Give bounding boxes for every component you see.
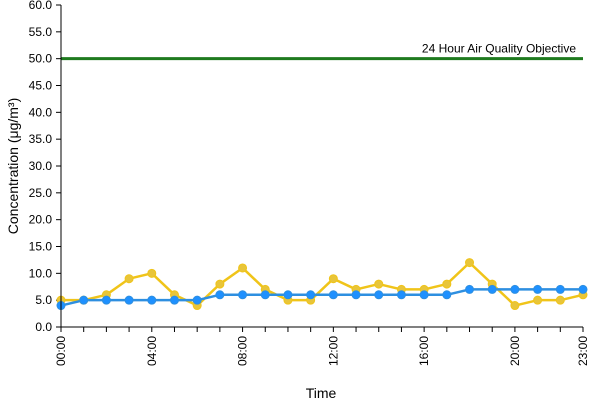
series-1-point <box>215 279 225 289</box>
y-tick-label: 55.0 <box>29 25 53 39</box>
series-1-point <box>510 301 520 311</box>
series-2-point <box>533 284 543 294</box>
series-2-point <box>101 295 111 305</box>
x-axis-ticks: 00:00 04:00 08:00 12:00 16:00 20:00 23:00 <box>54 327 590 366</box>
series-2-point <box>124 295 134 305</box>
x-tick-label: 23:00 <box>576 336 590 366</box>
series-2-point <box>465 284 475 294</box>
series-2-point <box>283 290 293 300</box>
series-2-point <box>260 290 270 300</box>
reference-line-label: 24 Hour Air Quality Objective <box>422 42 576 56</box>
series-2-point <box>396 290 406 300</box>
series-1-point <box>442 279 452 289</box>
series-1-point <box>465 258 475 268</box>
series-group <box>56 258 588 311</box>
y-tick-label: 50.0 <box>29 52 53 66</box>
y-tick-label: 0.0 <box>35 320 52 334</box>
series-2-point <box>487 284 497 294</box>
y-tick-label: 5.0 <box>35 293 52 307</box>
series-2-point <box>306 290 316 300</box>
series-1-point <box>124 274 134 284</box>
series-1-point <box>533 295 543 305</box>
series-1-point <box>374 279 384 289</box>
x-tick-label: 00:00 <box>54 336 68 366</box>
x-tick-label: 20:00 <box>508 336 522 366</box>
series-2-point <box>374 290 384 300</box>
series-1-point <box>238 263 248 273</box>
x-tick-label: 16:00 <box>417 336 431 366</box>
y-tick-label: 60.0 <box>29 0 53 12</box>
series-1-point <box>328 274 338 284</box>
series-1-point <box>555 295 565 305</box>
y-tick-label: 40.0 <box>29 105 53 119</box>
series-1-point <box>147 268 157 278</box>
y-tick-label: 30.0 <box>29 159 53 173</box>
x-axis-title: Time <box>306 385 337 400</box>
y-tick-label: 25.0 <box>29 186 53 200</box>
series-2-point <box>215 290 225 300</box>
series-2-point <box>510 284 520 294</box>
y-tick-label: 10.0 <box>29 266 53 280</box>
series-2-point <box>169 295 179 305</box>
y-axis-title: Concentration (μg/m³) <box>5 98 21 234</box>
series-2-point <box>419 290 429 300</box>
x-tick-label: 08:00 <box>236 336 250 366</box>
series-2-point <box>147 295 157 305</box>
y-tick-label: 35.0 <box>29 132 53 146</box>
series-2-point <box>192 295 202 305</box>
series-2-point <box>79 295 89 305</box>
series-2-point <box>442 290 452 300</box>
y-tick-label: 20.0 <box>29 213 53 227</box>
y-axis-ticks: 0.0 5.0 10.0 15.0 20.0 25.0 30.0 35.0 40.0 45.0 50… <box>29 0 61 334</box>
y-tick-label: 15.0 <box>29 240 53 254</box>
x-tick-label: 04:00 <box>145 336 159 366</box>
series-2-point <box>238 290 248 300</box>
series-2-point <box>351 290 361 300</box>
series-2-point <box>328 290 338 300</box>
series-2-point <box>555 284 565 294</box>
x-tick-label: 12:00 <box>326 336 340 366</box>
series-2-point <box>578 284 588 294</box>
y-tick-label: 45.0 <box>29 79 53 93</box>
